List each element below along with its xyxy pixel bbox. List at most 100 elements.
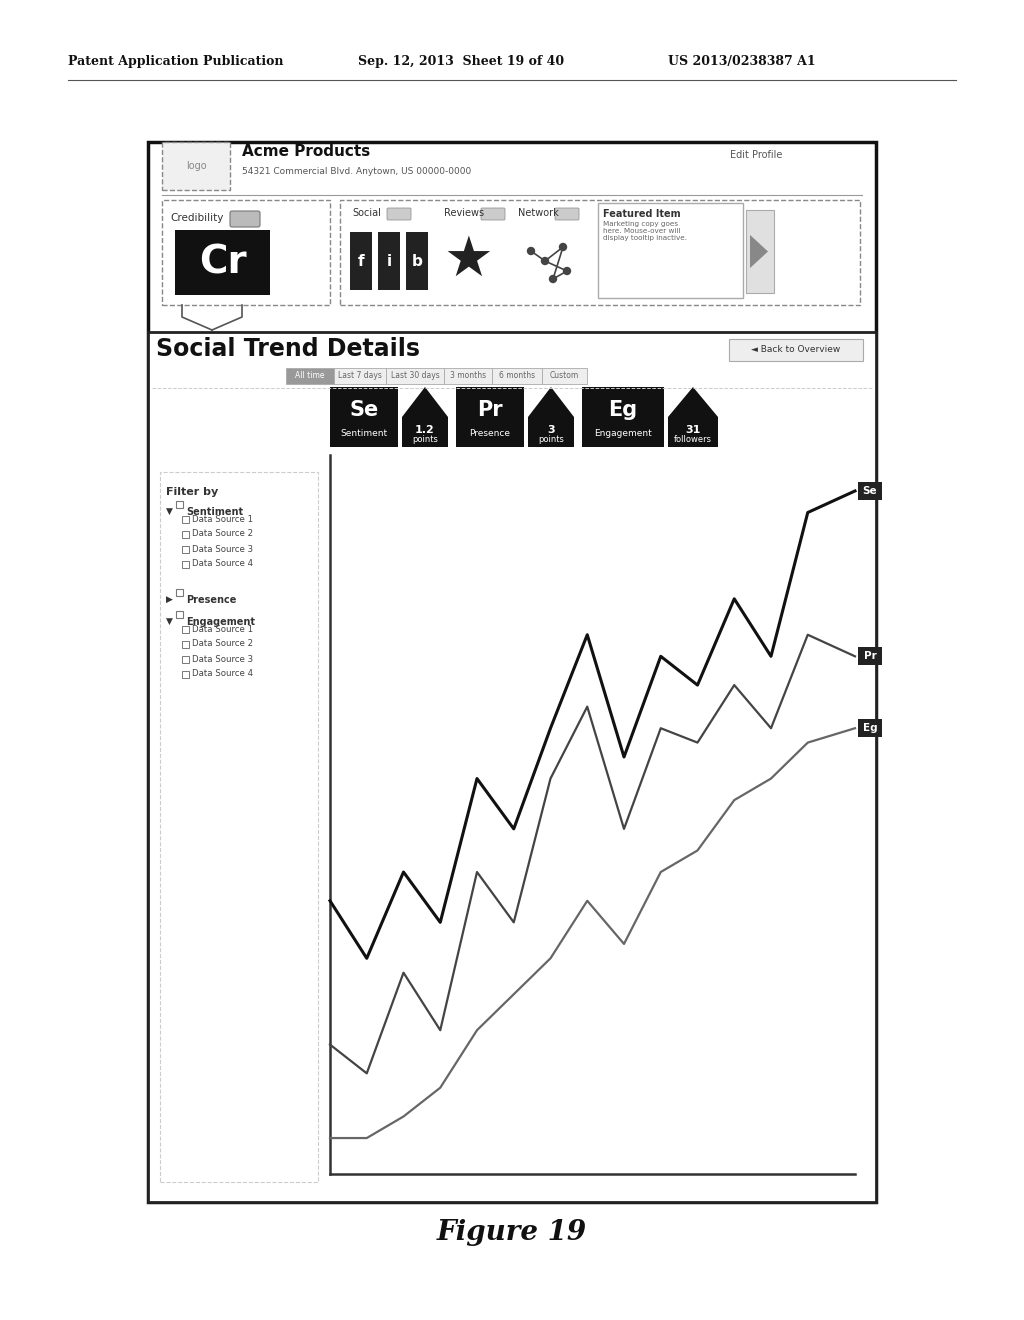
FancyBboxPatch shape bbox=[406, 232, 428, 290]
Text: Se: Se bbox=[349, 400, 379, 420]
Text: f: f bbox=[357, 253, 365, 268]
Text: Data Source 4: Data Source 4 bbox=[193, 669, 253, 678]
FancyBboxPatch shape bbox=[148, 333, 876, 1203]
FancyBboxPatch shape bbox=[182, 561, 189, 568]
FancyBboxPatch shape bbox=[182, 516, 189, 523]
Text: 31: 31 bbox=[685, 425, 700, 436]
Text: Sep. 12, 2013  Sheet 19 of 40: Sep. 12, 2013 Sheet 19 of 40 bbox=[358, 55, 564, 69]
FancyBboxPatch shape bbox=[182, 626, 189, 634]
Text: Social: Social bbox=[352, 209, 381, 218]
Text: Social Trend Details: Social Trend Details bbox=[156, 337, 420, 360]
FancyBboxPatch shape bbox=[230, 211, 260, 227]
Circle shape bbox=[550, 276, 556, 282]
Text: ▼: ▼ bbox=[166, 507, 173, 516]
Polygon shape bbox=[528, 387, 574, 447]
FancyBboxPatch shape bbox=[176, 611, 183, 618]
Text: 6 months: 6 months bbox=[499, 371, 536, 380]
FancyBboxPatch shape bbox=[286, 368, 334, 384]
Text: Last 7 days: Last 7 days bbox=[338, 371, 382, 380]
Text: Presence: Presence bbox=[186, 595, 237, 605]
FancyBboxPatch shape bbox=[444, 368, 492, 384]
FancyBboxPatch shape bbox=[162, 201, 330, 305]
Text: Pr: Pr bbox=[477, 400, 503, 420]
Text: Engagement: Engagement bbox=[186, 616, 255, 627]
Text: points: points bbox=[412, 436, 438, 445]
Text: Sentiment: Sentiment bbox=[186, 507, 243, 517]
Text: Data Source 2: Data Source 2 bbox=[193, 529, 253, 539]
FancyBboxPatch shape bbox=[481, 209, 505, 220]
FancyBboxPatch shape bbox=[858, 482, 882, 500]
FancyBboxPatch shape bbox=[148, 143, 876, 1203]
FancyBboxPatch shape bbox=[350, 232, 372, 290]
Text: Presence: Presence bbox=[469, 429, 511, 438]
Circle shape bbox=[542, 257, 549, 264]
Text: Data Source 2: Data Source 2 bbox=[193, 639, 253, 648]
Text: Data Source 1: Data Source 1 bbox=[193, 624, 253, 634]
Text: Se: Se bbox=[862, 486, 878, 496]
Polygon shape bbox=[402, 387, 449, 447]
Text: logo: logo bbox=[185, 161, 206, 172]
Circle shape bbox=[559, 243, 566, 251]
FancyBboxPatch shape bbox=[175, 230, 270, 294]
Text: Reviews: Reviews bbox=[444, 209, 484, 218]
Text: Custom: Custom bbox=[550, 371, 580, 380]
Text: ◄ Back to Overview: ◄ Back to Overview bbox=[752, 346, 841, 355]
Text: ★: ★ bbox=[443, 234, 493, 288]
Text: b: b bbox=[412, 253, 423, 268]
FancyBboxPatch shape bbox=[542, 368, 587, 384]
FancyBboxPatch shape bbox=[582, 387, 664, 447]
FancyBboxPatch shape bbox=[456, 387, 524, 447]
Polygon shape bbox=[668, 387, 718, 447]
Text: Figure 19: Figure 19 bbox=[437, 1218, 587, 1246]
Text: US 2013/0238387 A1: US 2013/0238387 A1 bbox=[668, 55, 816, 69]
Text: Last 30 days: Last 30 days bbox=[390, 371, 439, 380]
Text: Cr: Cr bbox=[199, 243, 247, 281]
Text: Data Source 3: Data Source 3 bbox=[193, 544, 253, 553]
Circle shape bbox=[563, 268, 570, 275]
Text: Engagement: Engagement bbox=[594, 429, 652, 438]
Text: Featured Item: Featured Item bbox=[603, 209, 681, 219]
Text: 1.2: 1.2 bbox=[415, 425, 435, 436]
FancyBboxPatch shape bbox=[160, 473, 318, 1181]
Text: ▼: ▼ bbox=[166, 616, 173, 626]
FancyBboxPatch shape bbox=[858, 647, 882, 665]
Text: Data Source 4: Data Source 4 bbox=[193, 560, 253, 569]
FancyBboxPatch shape bbox=[330, 387, 398, 447]
Text: Sentiment: Sentiment bbox=[340, 429, 387, 438]
FancyBboxPatch shape bbox=[176, 589, 183, 597]
Text: 3: 3 bbox=[547, 425, 555, 436]
Circle shape bbox=[527, 248, 535, 255]
Text: Data Source 3: Data Source 3 bbox=[193, 655, 253, 664]
FancyBboxPatch shape bbox=[176, 502, 183, 508]
Text: Filter by: Filter by bbox=[166, 487, 218, 498]
Text: Network: Network bbox=[518, 209, 559, 218]
Text: i: i bbox=[386, 253, 391, 268]
Text: Edit Profile: Edit Profile bbox=[730, 150, 782, 160]
Polygon shape bbox=[750, 235, 768, 268]
Text: Data Source 1: Data Source 1 bbox=[193, 515, 253, 524]
Text: followers: followers bbox=[674, 436, 712, 445]
Text: Marketing copy goes
here. Mouse-over will
display tooltip inactive.: Marketing copy goes here. Mouse-over wil… bbox=[603, 220, 687, 242]
FancyBboxPatch shape bbox=[746, 210, 774, 293]
Text: Patent Application Publication: Patent Application Publication bbox=[68, 55, 284, 69]
FancyBboxPatch shape bbox=[378, 232, 400, 290]
Text: Credibility: Credibility bbox=[170, 213, 223, 223]
Text: Acme Products: Acme Products bbox=[242, 144, 371, 160]
FancyBboxPatch shape bbox=[182, 546, 189, 553]
Text: All time: All time bbox=[295, 371, 325, 380]
Text: 54321 Commercial Blvd. Anytown, US 00000-0000: 54321 Commercial Blvd. Anytown, US 00000… bbox=[242, 168, 471, 177]
Text: 3 months: 3 months bbox=[450, 371, 486, 380]
FancyBboxPatch shape bbox=[555, 209, 579, 220]
Text: points: points bbox=[538, 436, 564, 445]
FancyBboxPatch shape bbox=[492, 368, 542, 384]
Text: Pr: Pr bbox=[863, 651, 877, 661]
FancyBboxPatch shape bbox=[598, 203, 743, 298]
FancyBboxPatch shape bbox=[386, 368, 444, 384]
FancyBboxPatch shape bbox=[334, 368, 386, 384]
FancyBboxPatch shape bbox=[340, 201, 860, 305]
FancyBboxPatch shape bbox=[729, 339, 863, 360]
FancyBboxPatch shape bbox=[182, 531, 189, 539]
FancyBboxPatch shape bbox=[182, 671, 189, 678]
Text: Eg: Eg bbox=[608, 400, 638, 420]
FancyBboxPatch shape bbox=[387, 209, 411, 220]
